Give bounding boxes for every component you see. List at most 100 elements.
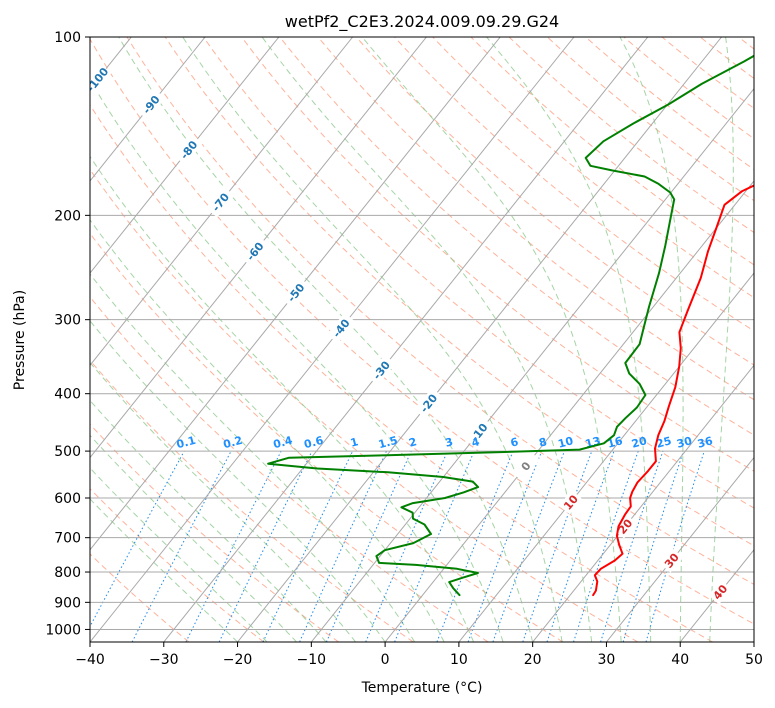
moist-adiabat <box>90 219 445 642</box>
y-tick-label: 300 <box>54 313 81 329</box>
x-tick-label: −10 <box>297 652 327 668</box>
y-tick-label: 600 <box>54 491 81 507</box>
mixing-ratio-label: 2 <box>407 435 418 450</box>
y-tick-label: 100 <box>54 30 81 46</box>
mixing-ratio-label-text: 2 <box>407 435 418 450</box>
mixing-ratio-line <box>90 450 185 628</box>
mixing-ratio-label-text: 6 <box>509 435 520 450</box>
mixing-ratio-label-text: 1.5 <box>377 434 399 452</box>
mixing-ratio-label-text: 4 <box>470 435 481 450</box>
mixing-ratio-label-text: 0.4 <box>272 434 295 452</box>
x-tick-label: 10 <box>450 652 468 668</box>
isotherm-label-bg <box>326 312 356 344</box>
moist-adiabat <box>118 37 534 642</box>
moist-adiabat <box>90 155 475 642</box>
mixing-ratio-label-text: 36 <box>696 434 714 451</box>
dry-adiabat <box>90 38 754 625</box>
moist-adiabat <box>182 37 563 642</box>
chart-title: wetPf2_C2E3.2024.009.09.29.G24 <box>285 12 559 32</box>
dry-adiabat-label-bg <box>558 490 583 515</box>
mixing-ratio-line <box>600 450 664 642</box>
mixing-ratio-line <box>573 450 639 642</box>
mixing-ratio-label: 8 <box>538 435 549 450</box>
mixing-ratio-label: 1.5 <box>377 434 399 452</box>
mixing-ratio-label-text: 0.6 <box>303 434 326 452</box>
line-labels: -100-90-80-70-60-50-40-30-20-10010203040… <box>90 64 732 605</box>
mixing-ratio-label: 20 <box>630 434 648 451</box>
isotherm-label-bg <box>464 417 494 448</box>
isotherm-line <box>90 37 501 551</box>
dry-adiabat <box>279 37 754 436</box>
mixing-ratio-line <box>185 450 282 642</box>
mixing-ratio-label: 25 <box>655 434 673 451</box>
plot-frame <box>89 36 755 643</box>
isotherm-line <box>458 272 754 642</box>
mixing-ratio-label: 0.4 <box>272 434 295 452</box>
moist-adiabat <box>709 37 734 642</box>
mixing-ratio-label: 10 <box>557 434 575 451</box>
dry-adiabat-label-bg <box>613 514 637 539</box>
mixing-ratio-label: 36 <box>696 434 714 451</box>
isotherm-line <box>532 364 754 642</box>
isotherm-label-bg <box>206 186 235 218</box>
isotherm-line <box>90 37 206 182</box>
mixing-ratio-label-text: 20 <box>630 434 648 451</box>
dry-adiabat <box>164 37 754 547</box>
mixing-ratio-line <box>467 450 543 642</box>
y-axis-label: Pressure (hPa) <box>12 290 28 390</box>
mixing-ratio-label-text: 30 <box>675 434 693 451</box>
dry-adiabat <box>394 37 754 332</box>
dry-adiabat <box>90 296 489 642</box>
mixing-ratio-label: 6 <box>509 435 520 450</box>
isotherm-label-bg <box>511 450 541 482</box>
moist-adiabat <box>261 37 593 642</box>
isotherm-line <box>90 37 354 367</box>
mixing-ratio-label: 1 <box>349 435 360 450</box>
dry-adiabat <box>90 104 713 642</box>
x-tick-label: −20 <box>223 652 253 668</box>
dry-adiabat <box>126 37 754 586</box>
dry-adiabat <box>90 168 639 642</box>
mixing-ratio-line <box>546 450 615 642</box>
mixing-ratio-label-text: 10 <box>557 434 575 451</box>
y-tick-label: 800 <box>54 565 81 581</box>
mixing-ratio-label-text: 3 <box>444 435 455 450</box>
isotherm-line <box>90 37 280 274</box>
x-tick-label: −30 <box>149 652 179 668</box>
x-tick-label: 0 <box>381 652 390 668</box>
dry-adiabat-label-bg <box>659 548 684 573</box>
dry-adiabat <box>90 232 564 642</box>
moist-adiabat <box>90 78 504 642</box>
temperature-line <box>592 184 754 597</box>
mixing-ratio-label-text: 25 <box>655 434 673 451</box>
isotherm-line <box>90 37 427 459</box>
isotherm-line <box>90 37 575 642</box>
y-tick-label: 200 <box>54 208 81 224</box>
dewpoint-line <box>267 54 754 597</box>
isotherm-label: 0 <box>511 450 541 482</box>
isotherm-line <box>237 37 722 642</box>
mixing-ratio-label: 0.1 <box>175 434 197 452</box>
mixing-ratio-label-text: 0.2 <box>222 434 244 452</box>
dry-adiabat <box>355 37 754 366</box>
x-tick-label: 30 <box>598 652 616 668</box>
isotherm-line <box>384 180 754 642</box>
isotherm-label-bg <box>240 235 270 267</box>
x-tick-label: 40 <box>671 652 689 668</box>
moist-adiabat <box>90 320 386 642</box>
mixing-ratio-label: 3 <box>444 435 455 450</box>
moist-adiabat <box>486 37 652 642</box>
moist-adiabat <box>90 467 268 642</box>
mixing-ratio-label: 0.6 <box>303 434 326 452</box>
isotherm-label-bg <box>136 89 166 120</box>
isotherm-line <box>163 37 649 642</box>
moist-adiabat <box>361 37 622 642</box>
isotherm-label-bg <box>281 277 311 308</box>
mixing-ratio-label: 0.2 <box>222 434 244 452</box>
mixing-ratio-label-text: 8 <box>538 435 549 450</box>
y-tick-label: 900 <box>54 595 81 611</box>
data-series <box>267 54 754 597</box>
